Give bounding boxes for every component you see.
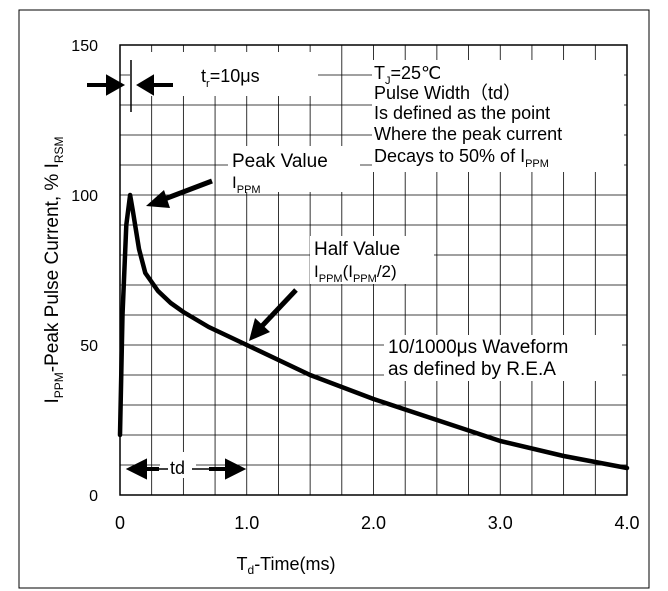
plot-area-border	[119, 44, 628, 496]
peak-value-annotation: Peak Value IPPM	[146, 146, 360, 208]
left-arrow-icon	[136, 74, 173, 96]
y-tick-labels: 0 50 100 150	[71, 38, 98, 505]
peak-arrow-shaft	[161, 178, 213, 203]
definition-line-2: Where the peak current	[374, 124, 562, 144]
definition-line-1: Is defined as the point	[374, 103, 550, 123]
x-tick-label: 2.0	[361, 513, 386, 533]
half-arrow-shaft	[260, 288, 298, 328]
waveform-label: 10/1000μs Waveform	[388, 337, 568, 358]
pulse-width-annotation: td	[125, 452, 247, 480]
x-tick-labels: 0 1.0 2.0 3.0 4.0	[115, 513, 640, 533]
waveform-annotation: 10/1000μs Waveform as defined by R.E.A	[384, 335, 622, 381]
td-right-arrow-icon	[209, 458, 247, 480]
x-tick-label: 4.0	[614, 513, 639, 533]
td-label: td	[170, 458, 185, 478]
junction-temp-label: TJ=25℃	[374, 63, 441, 87]
y-tick-label: 0	[89, 488, 98, 505]
right-arrow-icon	[87, 74, 126, 96]
y-axis-title: IPPM-Peak Pulse Current, % IRSM	[42, 136, 66, 403]
y-tick-label: 150	[71, 38, 98, 55]
conditions-annotation: TJ=25℃ Pulse Width（td） Is defined as the…	[372, 60, 624, 172]
rise-time-label: tr=10μs	[201, 66, 260, 90]
half-value-label: Half Value	[314, 239, 400, 260]
y-tick-label: 100	[71, 188, 98, 205]
peak-value-symbol: IPPM	[232, 173, 261, 196]
y-tick-label: 50	[80, 338, 98, 355]
half-arrow-icon	[249, 318, 270, 341]
definition-line-3: Decays to 50% of IPPM	[374, 146, 549, 170]
x-tick-label: 3.0	[488, 513, 513, 533]
waveform-definition: as defined by R.E.A	[388, 359, 556, 380]
series-line	[117, 192, 630, 471]
pulse-width-label: Pulse Width（td）	[374, 83, 521, 103]
half-value-symbol: IPPM(IPPM/2)	[314, 262, 397, 285]
x-tick-label: 0	[115, 513, 125, 533]
x-axis-title: Td-Time(ms)	[237, 554, 336, 577]
x-tick-label: 1.0	[234, 513, 259, 533]
peak-value-label: Peak Value	[232, 151, 328, 172]
rise-time-annotation: tr=10μs	[87, 52, 318, 112]
half-value-annotation: Half Value IPPM(IPPM/2)	[249, 236, 434, 341]
peak-arrow-icon	[146, 190, 170, 208]
td-left-arrow-icon	[125, 458, 159, 480]
